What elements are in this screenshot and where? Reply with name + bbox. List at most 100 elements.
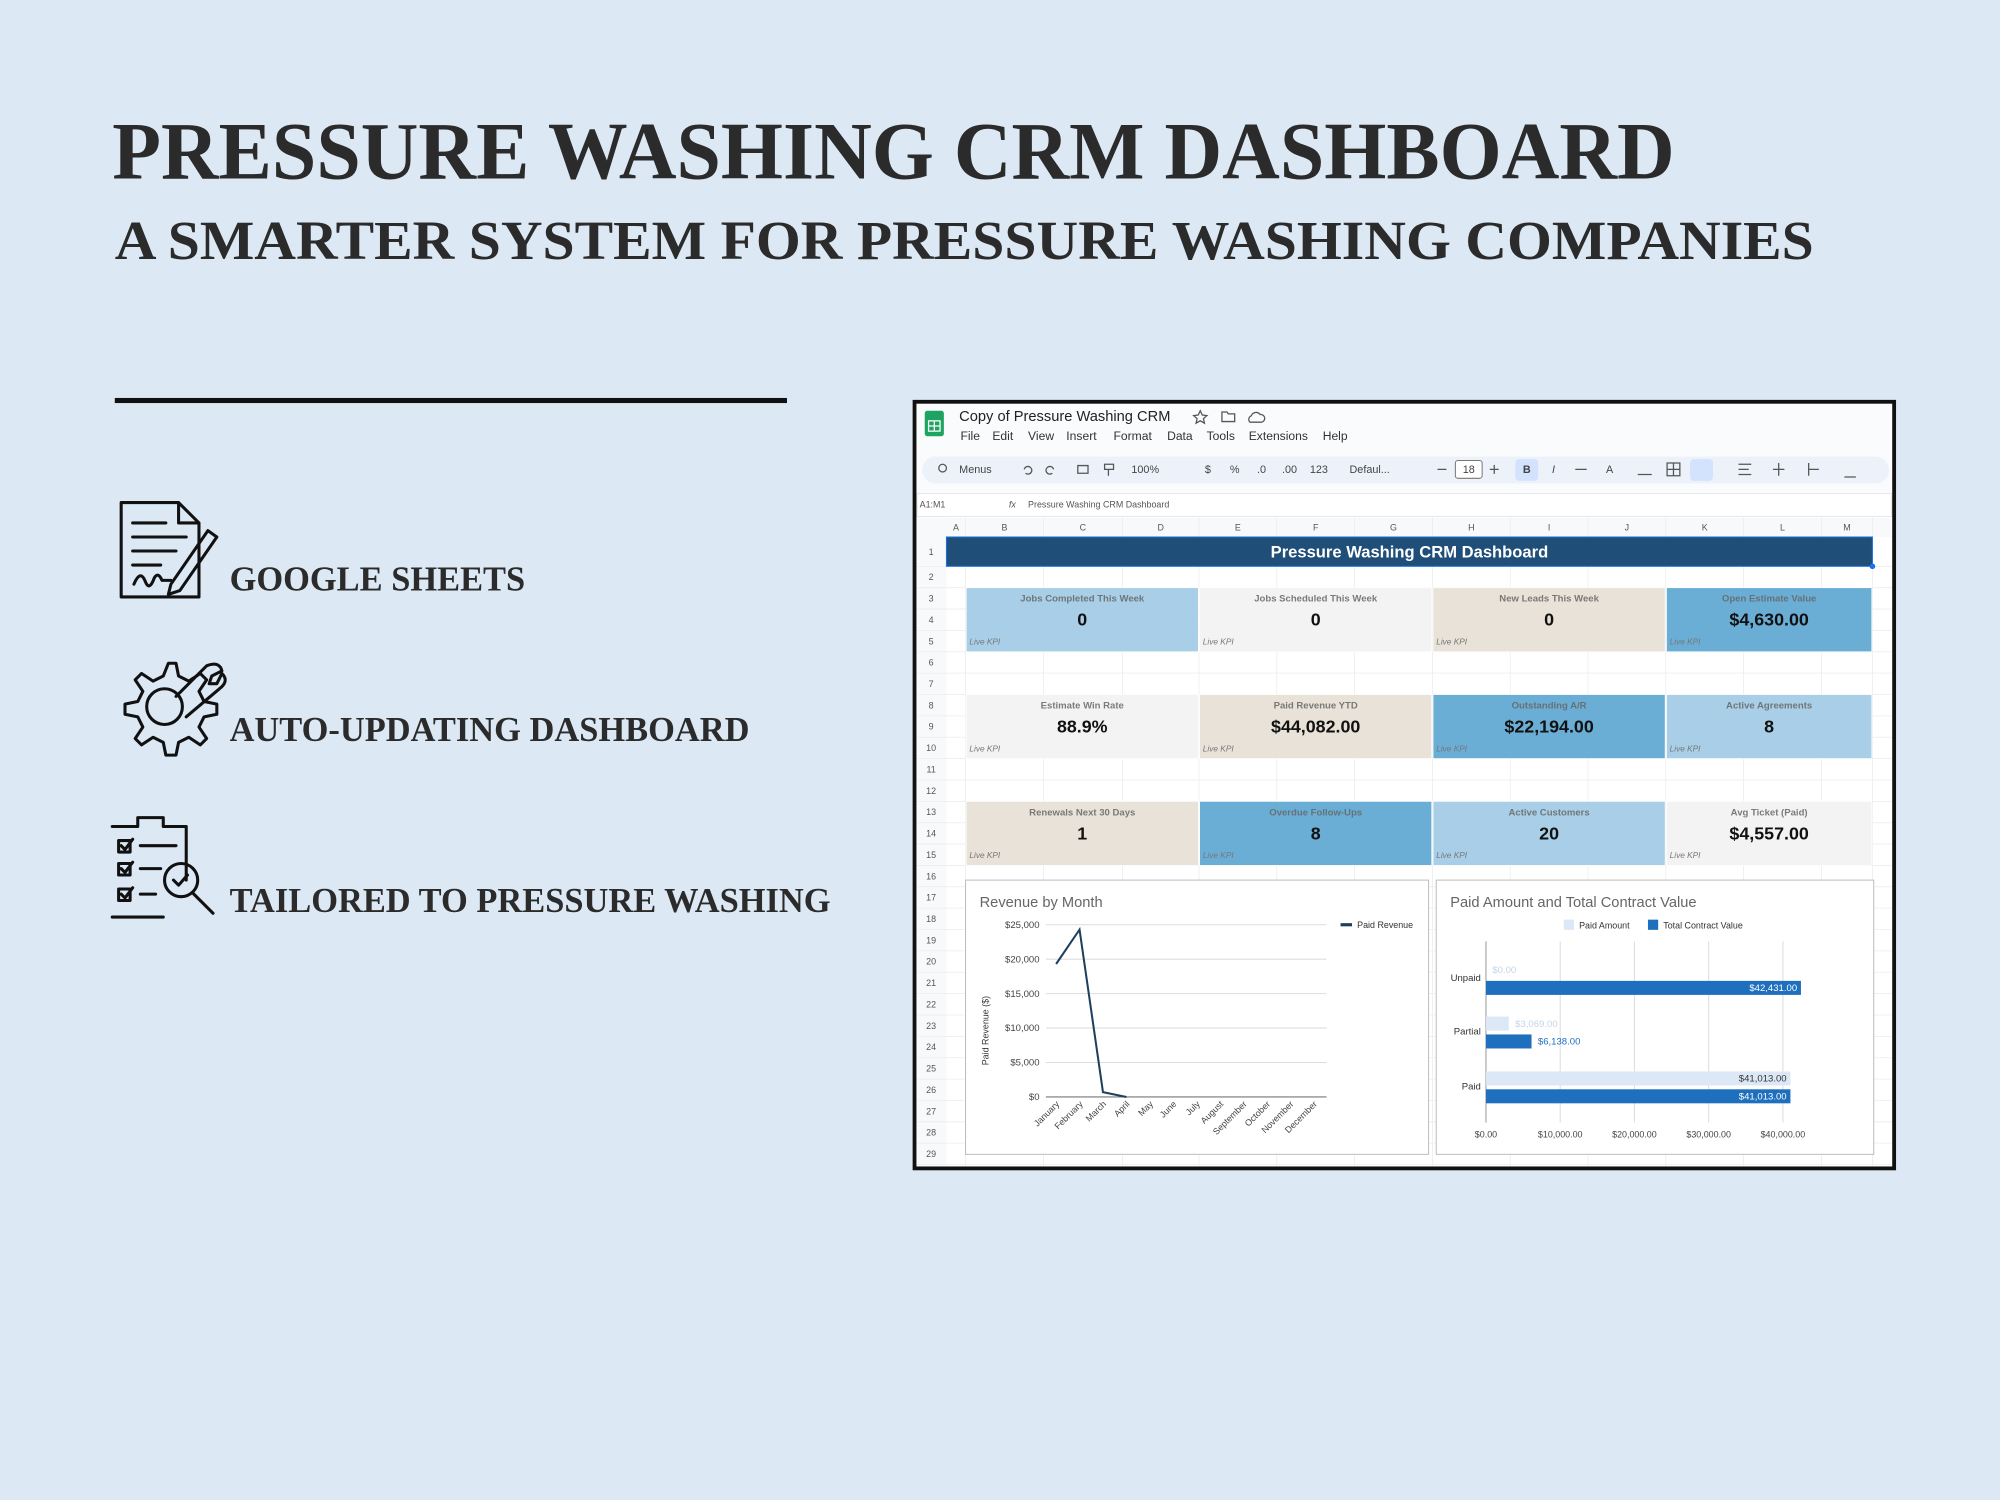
column-header[interactable]: B <box>1001 523 1007 533</box>
row-header[interactable]: 16 <box>926 871 936 881</box>
kpi-card <box>965 800 1199 866</box>
font-size-box[interactable] <box>1454 459 1483 479</box>
row-header[interactable]: 22 <box>926 999 936 1009</box>
column-header[interactable]: H <box>1468 523 1474 533</box>
row-header[interactable]: 26 <box>926 1085 936 1095</box>
category-label: Unpaid <box>1451 973 1481 984</box>
column-header[interactable]: G <box>1390 523 1397 533</box>
row-header[interactable]: 4 <box>929 615 934 625</box>
row-header[interactable]: 1 <box>929 547 934 557</box>
column-header[interactable]: J <box>1625 523 1629 533</box>
toolbar-decrease-decimal[interactable]: .0 <box>1257 464 1266 476</box>
row-header[interactable]: 2 <box>929 572 934 582</box>
column-header[interactable]: C <box>1080 523 1087 533</box>
row-header[interactable]: 20 <box>926 957 936 967</box>
row-header[interactable]: 28 <box>926 1128 936 1138</box>
cell-ref[interactable]: A1:M1 <box>920 500 946 510</box>
value-label: $0.00 <box>1492 965 1516 976</box>
formula[interactable]: Pressure Washing CRM Dashboard <box>1028 500 1169 510</box>
column-header[interactable]: K <box>1702 523 1708 533</box>
column-header[interactable]: M <box>1843 523 1850 533</box>
row-header[interactable]: 11 <box>926 764 935 774</box>
kpi-label: Paid Revenue YTD <box>1274 701 1358 712</box>
row-header[interactable]: 12 <box>926 786 936 796</box>
kpi-value: $22,194.00 <box>1504 716 1593 736</box>
row-header[interactable]: 5 <box>929 636 934 646</box>
row-header[interactable]: 23 <box>926 1021 936 1031</box>
toolbar-italic[interactable]: I <box>1552 464 1555 476</box>
toolbar-search[interactable]: Menus <box>959 464 992 476</box>
kpi-note: Live KPI <box>1203 636 1235 646</box>
column-header[interactable]: A <box>953 523 959 533</box>
kpi-note: Live KPI <box>969 636 1001 646</box>
column-header[interactable]: E <box>1235 523 1241 533</box>
column-header[interactable]: D <box>1157 523 1163 533</box>
row-header[interactable]: 21 <box>926 978 936 988</box>
toolbar-increase-decimal[interactable]: .00 <box>1282 464 1297 476</box>
kpi-label: Estimate Win Rate <box>1041 701 1124 712</box>
menu-item[interactable]: Insert <box>1066 429 1097 443</box>
row-header[interactable]: 24 <box>926 1042 936 1052</box>
row-header[interactable]: 10 <box>926 743 936 753</box>
menu-item[interactable]: Extensions <box>1249 429 1308 443</box>
row-header[interactable]: 3 <box>929 594 934 604</box>
row-header[interactable]: 18 <box>926 914 936 924</box>
subtitle: A SMARTER SYSTEM FOR PRESSURE WASHING CO… <box>115 210 1814 271</box>
toolbar-font[interactable]: Defaul... <box>1349 464 1389 476</box>
menu-item[interactable]: Tools <box>1207 429 1235 443</box>
row-header[interactable]: 25 <box>926 1064 936 1074</box>
kpi-note: Live KPI <box>1436 850 1468 860</box>
column-header[interactable]: F <box>1313 523 1319 533</box>
toolbar-bold[interactable]: B <box>1523 464 1531 476</box>
value-label: $42,431.00 <box>1749 983 1797 994</box>
menu-item[interactable]: Help <box>1323 429 1348 443</box>
toolbar-text-color[interactable]: A <box>1606 464 1614 476</box>
y-tick-label: $15,000 <box>1005 989 1040 1000</box>
menu-item[interactable]: Edit <box>992 429 1014 443</box>
row-header[interactable]: 17 <box>926 893 936 903</box>
row-header[interactable]: 7 <box>929 679 934 689</box>
bold-active[interactable] <box>1515 459 1539 481</box>
menu-item[interactable]: Format <box>1114 429 1153 443</box>
column-header[interactable]: L <box>1780 523 1785 533</box>
kpi-value: $4,630.00 <box>1729 610 1808 630</box>
kpi-value: 0 <box>1311 610 1321 630</box>
toolbar-number-format[interactable]: 123 <box>1310 464 1328 476</box>
row-header[interactable]: 9 <box>929 722 934 732</box>
toolbar-font-size[interactable]: 18 <box>1463 464 1475 476</box>
kpi-card <box>1432 800 1666 866</box>
toolbar-icons[interactable] <box>1023 462 1856 478</box>
search-icon[interactable] <box>938 463 948 473</box>
kpi-value: $44,082.00 <box>1271 716 1360 736</box>
kpi-note: Live KPI <box>1436 743 1468 753</box>
formula-icon: fx <box>1009 500 1016 510</box>
kpi-card <box>1199 800 1433 866</box>
row-header[interactable]: 8 <box>929 700 934 710</box>
dashboard-title-bar <box>945 536 1873 567</box>
legend-label: Total Contract Value <box>1663 921 1743 931</box>
menu-item[interactable]: File <box>960 429 980 443</box>
column-header[interactable]: I <box>1548 523 1550 533</box>
doc-title[interactable]: Copy of Pressure Washing CRM <box>959 409 1170 425</box>
row-header[interactable]: 14 <box>926 829 936 839</box>
kpi-note: Live KPI <box>1203 850 1235 860</box>
toolbar-percent[interactable]: % <box>1230 464 1240 476</box>
menu-item[interactable]: View <box>1028 429 1054 443</box>
row-header[interactable]: 29 <box>926 1149 936 1159</box>
kpi-value: 8 <box>1311 823 1321 843</box>
y-tick-label: $20,000 <box>1005 954 1040 965</box>
row-header[interactable]: 19 <box>926 935 936 945</box>
row-header[interactable]: 27 <box>926 1106 936 1116</box>
row-header[interactable]: 13 <box>926 807 936 817</box>
row-header[interactable]: 15 <box>926 850 936 860</box>
kpi-card <box>1666 587 1873 653</box>
value-label: $41,013.00 <box>1739 1091 1787 1102</box>
chart-title: Revenue by Month <box>980 895 1103 911</box>
row-header[interactable]: 6 <box>929 658 934 668</box>
toolbar-zoom[interactable]: 100% <box>1131 464 1159 476</box>
doc-icons[interactable] <box>1192 409 1266 425</box>
toolbar-currency[interactable]: $ <box>1205 464 1211 476</box>
menu-item[interactable]: Data <box>1167 429 1193 443</box>
merge-active[interactable] <box>1690 459 1714 481</box>
y-tick-label: $10,000 <box>1005 1023 1040 1034</box>
